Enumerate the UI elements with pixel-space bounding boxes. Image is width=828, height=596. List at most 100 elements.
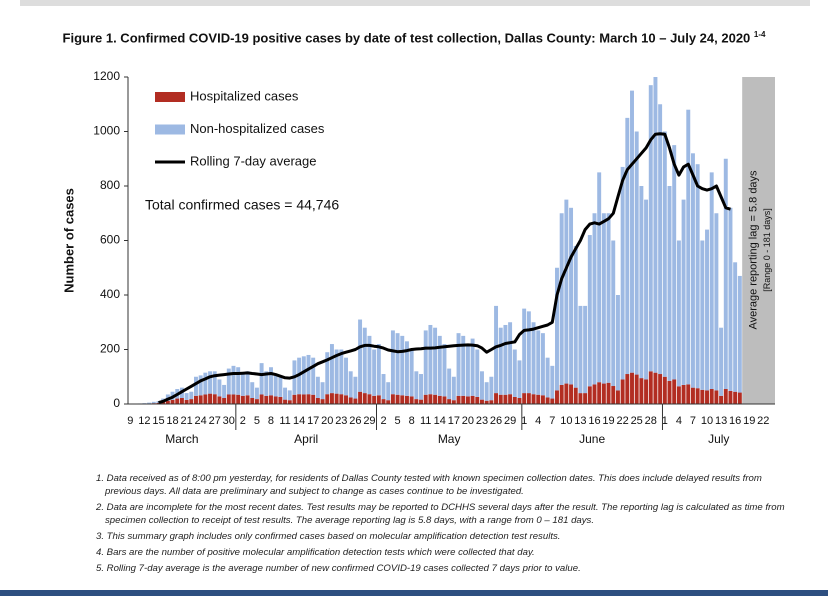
x-tick-label: 29 <box>504 415 516 427</box>
bar <box>437 335 442 396</box>
month-label: March <box>165 432 198 446</box>
bar <box>550 398 555 404</box>
month-label: July <box>708 432 729 446</box>
bar <box>334 349 339 394</box>
bar <box>569 384 574 404</box>
bar <box>681 199 686 385</box>
x-tick-label: 26 <box>349 415 361 427</box>
bar <box>381 399 386 404</box>
month-label: April <box>294 432 318 446</box>
bar <box>620 379 625 404</box>
bar <box>625 374 630 404</box>
bar <box>653 372 658 404</box>
bar <box>212 371 217 395</box>
x-tick-label: 5 <box>254 415 260 427</box>
bar <box>203 394 208 404</box>
bar <box>372 395 377 404</box>
x-tick-label: 5 <box>395 415 401 427</box>
bar <box>489 400 494 404</box>
bar <box>451 376 456 401</box>
x-tick-label: 10 <box>560 415 572 427</box>
x-tick-label: 16 <box>729 415 741 427</box>
bar <box>367 394 372 404</box>
bar <box>245 371 250 396</box>
bar <box>672 145 677 380</box>
bar <box>259 394 264 404</box>
x-tick-label: 8 <box>268 415 274 427</box>
x-tick-label: 20 <box>321 415 333 427</box>
bar <box>208 393 213 404</box>
x-tick-label: 4 <box>535 415 541 427</box>
bar <box>433 327 438 395</box>
bar <box>465 396 470 404</box>
bar <box>315 398 320 404</box>
bar <box>320 399 325 404</box>
x-tick-label: 11 <box>279 415 290 427</box>
bar <box>601 213 606 384</box>
bar <box>555 390 559 404</box>
x-tick-label: 22 <box>617 415 629 427</box>
bar <box>662 376 667 404</box>
bar <box>306 354 311 395</box>
bar <box>639 378 644 404</box>
bar <box>212 394 217 404</box>
bar <box>194 376 198 396</box>
bar <box>390 394 395 404</box>
bar <box>240 395 245 404</box>
bar <box>287 390 292 401</box>
bar <box>695 164 700 389</box>
bar <box>737 275 742 393</box>
bar <box>217 379 222 397</box>
bar <box>648 85 653 372</box>
bar <box>325 394 330 404</box>
bar <box>508 394 513 404</box>
bar <box>414 371 419 400</box>
x-tick-label: 4 <box>676 415 682 427</box>
bar <box>681 384 686 404</box>
bar <box>320 382 325 400</box>
bar <box>709 172 714 390</box>
bar <box>470 338 475 396</box>
x-tick-label: 20 <box>462 415 474 427</box>
bar <box>644 379 649 404</box>
bar <box>231 394 236 404</box>
bar <box>676 386 681 404</box>
bar <box>564 383 569 404</box>
footnote: 5. Rolling 7-day average is the average … <box>96 563 581 574</box>
bar <box>667 186 672 381</box>
lag-band <box>742 77 775 404</box>
bar <box>189 399 194 404</box>
bar <box>236 394 241 404</box>
bar <box>512 349 517 397</box>
x-tick-label: 30 <box>223 415 235 427</box>
bar <box>325 352 330 395</box>
bar <box>423 394 428 404</box>
x-tick-label: 25 <box>631 415 643 427</box>
bar <box>517 360 522 399</box>
bar <box>465 344 470 397</box>
y-tick-label: 600 <box>100 233 120 247</box>
bar <box>245 395 250 404</box>
bar <box>409 396 414 404</box>
bar <box>737 392 742 404</box>
bar <box>451 400 456 404</box>
bar <box>339 349 344 395</box>
x-tick-label: 23 <box>476 415 488 427</box>
y-tick-label: 0 <box>113 396 120 410</box>
bar <box>634 131 639 375</box>
bar <box>480 399 484 404</box>
bar <box>287 400 292 404</box>
bar <box>306 394 311 404</box>
bar <box>587 386 592 404</box>
bar <box>217 396 222 404</box>
legend-swatch <box>155 124 185 135</box>
bar <box>292 394 297 404</box>
bar <box>592 213 597 385</box>
bar <box>170 399 175 404</box>
bar <box>526 393 531 404</box>
footnote: 1. Data received as of 8:00 pm yesterday… <box>96 473 762 497</box>
bar <box>348 397 353 404</box>
bar <box>705 390 709 404</box>
x-tick-label: 2 <box>240 415 246 427</box>
bar <box>634 374 639 404</box>
